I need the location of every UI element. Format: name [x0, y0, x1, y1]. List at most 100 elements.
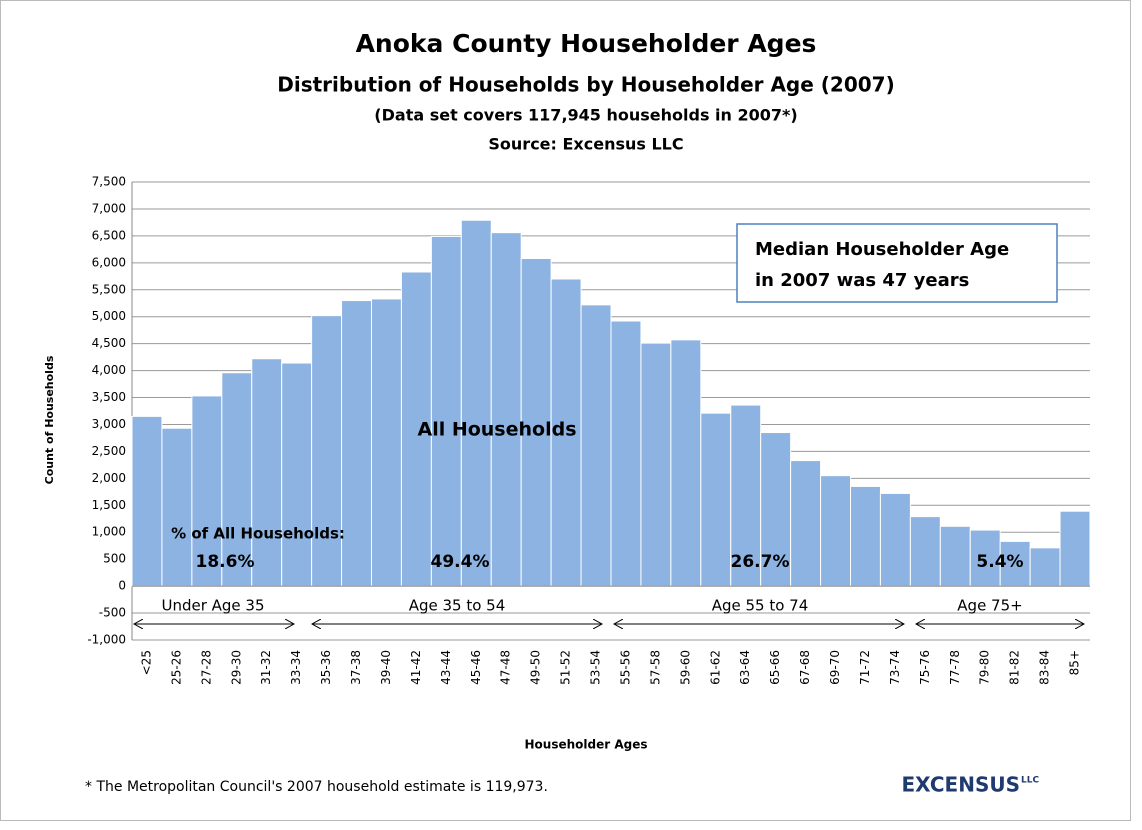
- bar: [371, 298, 402, 587]
- bar: [460, 219, 492, 587]
- x-tick-label: 63-64: [738, 650, 752, 685]
- y-tick-label: 3,000: [92, 417, 126, 431]
- x-tick-label: 27-28: [199, 650, 213, 685]
- group-name: Age 35 to 54: [409, 597, 506, 615]
- chart-subtitle: Distribution of Households by Householde…: [277, 73, 894, 97]
- bar: [760, 432, 792, 587]
- median-text: in 2007 was 47 years: [755, 270, 969, 291]
- x-tick-label: 61-62: [708, 650, 722, 685]
- bar: [640, 342, 672, 587]
- center-label: All Households: [417, 419, 576, 441]
- y-tick-label: -500: [99, 606, 126, 620]
- bar: [790, 460, 822, 587]
- bar: [430, 235, 462, 587]
- group-share: 26.7%: [731, 552, 790, 572]
- bar: [311, 315, 343, 587]
- y-tick-label: 4,000: [92, 363, 126, 377]
- x-tick-label: 41-42: [409, 650, 423, 685]
- bar: [490, 232, 522, 587]
- bar: [939, 525, 971, 587]
- bar: [131, 415, 163, 587]
- group-name: Age 55 to 74: [712, 597, 809, 615]
- group-name: Age 75+: [957, 597, 1022, 615]
- bar: [1059, 510, 1091, 587]
- footnote: * The Metropolitan Council's 2007 househ…: [85, 779, 548, 795]
- median-text: Median Householder Age: [755, 239, 1009, 260]
- bar: [670, 339, 702, 587]
- bar: [850, 485, 881, 587]
- x-tick-label: 55-56: [618, 650, 632, 685]
- x-tick-label: 77-78: [948, 650, 962, 685]
- bar: [221, 372, 253, 587]
- y-tick-label: 5,500: [92, 282, 126, 296]
- x-tick-label: 43-44: [439, 650, 453, 685]
- x-tick-label: 53-54: [589, 650, 603, 685]
- group-name: Under Age 35: [161, 597, 264, 615]
- bar: [281, 362, 313, 587]
- bar: [879, 492, 911, 587]
- x-tick-label: 67-68: [798, 650, 812, 685]
- y-tick-label: 3,500: [92, 390, 126, 404]
- x-tick-label: 25-26: [169, 650, 183, 685]
- bar: [191, 395, 223, 587]
- bar: [1029, 547, 1061, 587]
- y-tick-label: 500: [103, 552, 126, 566]
- y-tick-label: 6,000: [92, 255, 126, 269]
- x-tick-label: 79-80: [978, 650, 992, 685]
- x-tick-label: 31-32: [259, 650, 273, 685]
- x-tick-label: 85+: [1068, 650, 1082, 675]
- bar: [730, 404, 762, 587]
- x-tick-label: 29-30: [229, 650, 243, 685]
- chart-note: (Data set covers 117,945 households in 2…: [374, 106, 797, 125]
- y-tick-label: 2,000: [92, 471, 126, 485]
- bar: [820, 475, 851, 587]
- group-share: 5.4%: [976, 552, 1023, 572]
- x-tick-label: 71-72: [858, 650, 872, 685]
- logo-suffix: LLC: [1021, 776, 1039, 786]
- group-share: 49.4%: [431, 552, 490, 572]
- y-tick-label: 6,500: [92, 228, 126, 242]
- bar: [969, 529, 1001, 587]
- share-heading: % of All Households:: [171, 525, 345, 543]
- bar: [341, 300, 372, 587]
- y-tick-label: 1,000: [92, 525, 126, 539]
- x-tick-label: 83-84: [1038, 650, 1052, 685]
- x-tick-label: 57-58: [648, 650, 662, 685]
- bar: [251, 358, 283, 587]
- y-tick-label: 2,500: [92, 444, 126, 458]
- bar: [161, 427, 193, 587]
- bar: [610, 320, 642, 587]
- y-tick-label: 1,500: [92, 498, 126, 512]
- x-axis-title: Householder Ages: [525, 738, 648, 752]
- x-tick-label: <25: [139, 650, 153, 675]
- x-tick-label: 49-50: [529, 650, 543, 685]
- y-tick-label: 5,000: [92, 309, 126, 323]
- x-tick-label: 75-76: [918, 650, 932, 685]
- x-tick-label: 81-82: [1008, 650, 1022, 685]
- x-tick-label: 47-48: [499, 650, 513, 685]
- median-box: [736, 223, 1058, 303]
- y-tick-label: 7,000: [92, 201, 126, 215]
- x-tick-label: 33-34: [289, 650, 303, 685]
- x-tick-label: 69-70: [828, 650, 842, 685]
- y-tick-label: 0: [118, 579, 126, 593]
- chart-source: Source: Excensus LLC: [488, 135, 683, 154]
- x-tick-label: 39-40: [379, 650, 393, 685]
- x-tick-label: 37-38: [349, 650, 363, 685]
- bar: [909, 516, 941, 587]
- x-tick-label: 65-66: [768, 650, 782, 685]
- y-tick-label: 7,500: [92, 175, 126, 189]
- x-tick-label: 59-60: [678, 650, 692, 685]
- x-tick-label: 51-52: [559, 650, 573, 685]
- bar: [520, 258, 552, 587]
- logo: EXCENSUS: [902, 773, 1021, 797]
- y-tick-label: -1,000: [87, 633, 126, 647]
- y-axis-title: Count of Households: [43, 355, 56, 484]
- y-tick-label: 4,500: [92, 336, 126, 350]
- group-share: 18.6%: [196, 552, 255, 572]
- bar: [580, 304, 612, 587]
- bar: [400, 271, 432, 587]
- bar: [700, 412, 732, 587]
- x-tick-label: 73-74: [888, 650, 902, 685]
